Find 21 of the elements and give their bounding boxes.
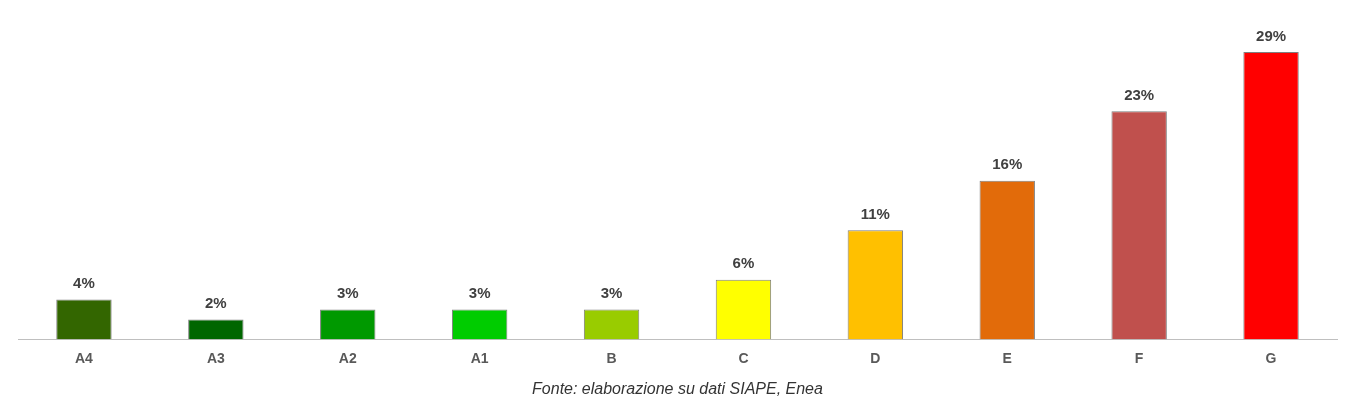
data-label: 23%	[1124, 85, 1155, 103]
data-label: 29%	[1256, 26, 1287, 44]
x-tick-label: A4	[75, 350, 94, 367]
x-tick-label: F	[1134, 350, 1144, 367]
data-label: 4%	[73, 274, 95, 292]
source-note: Fonte: elaborazione su dati SIAPE, Enea	[531, 380, 824, 398]
data-label: 3%	[468, 284, 491, 302]
data-label: 3%	[336, 284, 359, 302]
data-label: 16%	[992, 155, 1023, 173]
x-tick-label: A2	[338, 350, 357, 367]
x-tick-label: E	[1002, 350, 1012, 367]
data-label: 3%	[600, 284, 623, 302]
x-tick-label: G	[1265, 350, 1277, 367]
x-tick-label: A3	[206, 350, 226, 367]
x-tick-label: A1	[470, 350, 489, 367]
x-tick-label: D	[870, 350, 881, 367]
x-tick-label: B	[606, 350, 617, 367]
data-label: 2%	[205, 294, 227, 312]
data-label: 11%	[860, 204, 890, 222]
data-label: 6%	[732, 254, 755, 272]
x-tick-label: C	[738, 350, 749, 367]
